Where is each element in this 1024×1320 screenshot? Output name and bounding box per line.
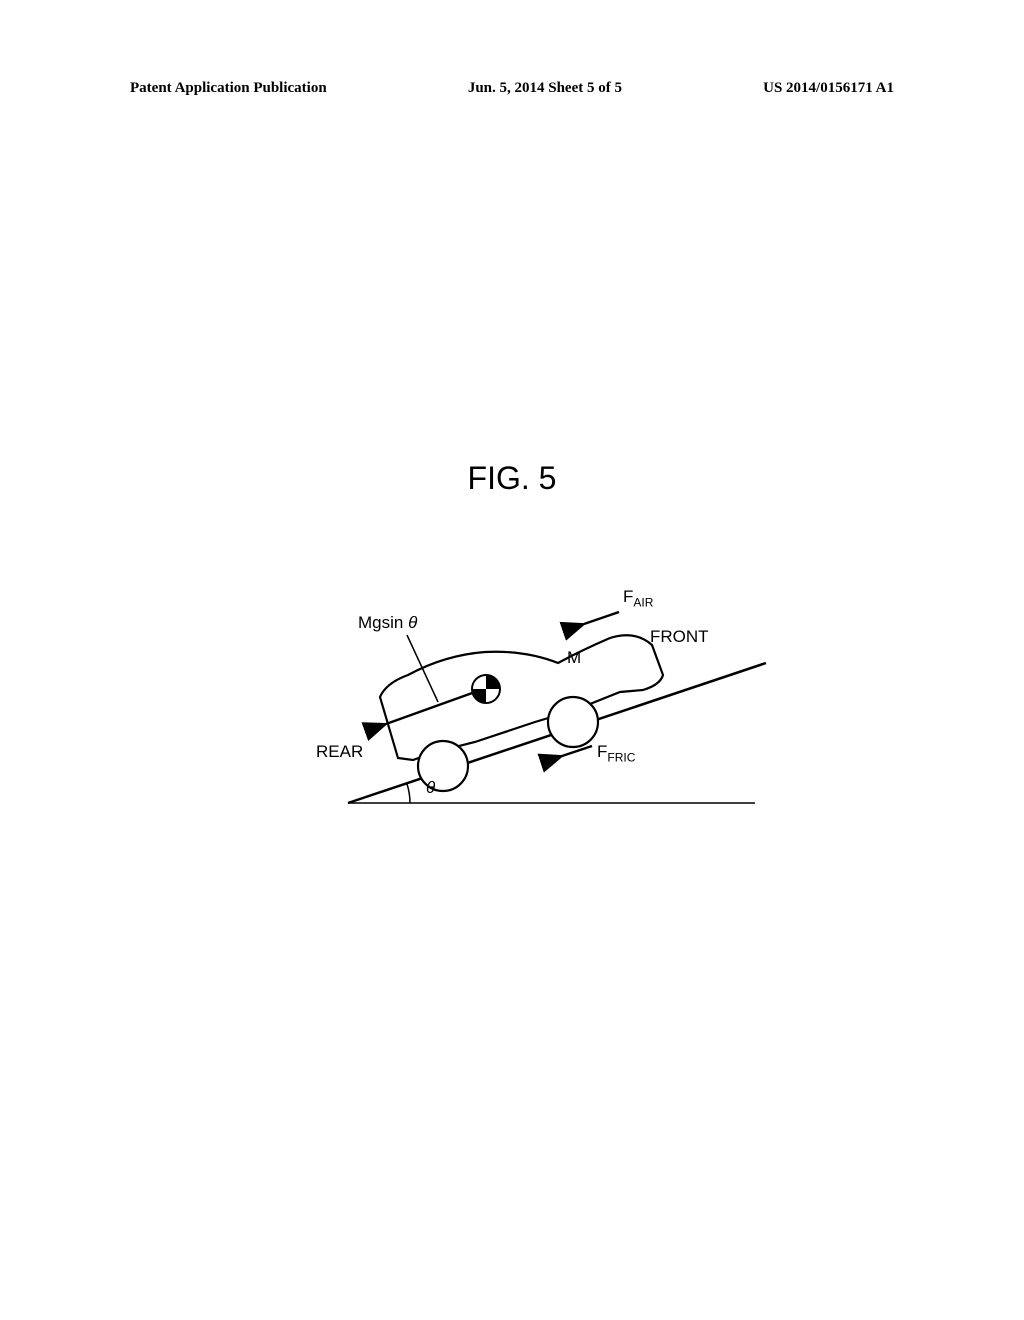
page-header: Patent Application Publication Jun. 5, 2… (0, 80, 1024, 97)
label-theta-angle: θ (426, 778, 435, 798)
header-date-sheet: Jun. 5, 2014 Sheet 5 of 5 (468, 80, 622, 97)
label-rear: REAR (316, 742, 363, 762)
diagram-svg (280, 550, 780, 830)
header-publication: Patent Application Publication (130, 80, 327, 97)
label-mass: M (567, 648, 581, 668)
label-mgsin: Mgsin θ (358, 613, 417, 633)
force-diagram: FAIR Mgsin θ FRONT M FFRIC REAR θ (280, 550, 780, 830)
header-patent-number: US 2014/0156171 A1 (763, 80, 894, 97)
label-fair: FAIR (623, 587, 653, 609)
label-ffric: FFRIC (597, 742, 635, 764)
figure-title: FIG. 5 (468, 460, 557, 497)
label-front: FRONT (650, 627, 709, 647)
